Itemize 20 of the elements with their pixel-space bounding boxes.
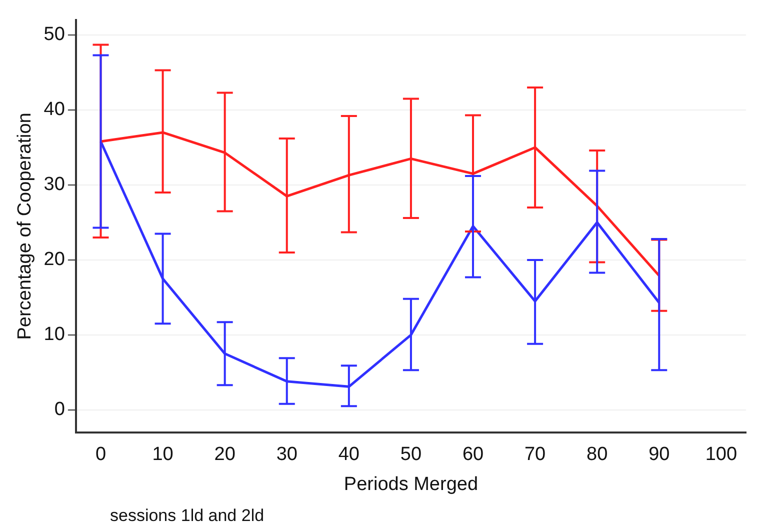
y-tick-label: 10 — [44, 324, 65, 346]
y-tick-label: 40 — [44, 99, 65, 120]
x-tick-label: 20 — [214, 444, 236, 466]
x-tick-label: 10 — [152, 444, 174, 466]
y-tick-label: 0 — [54, 399, 65, 420]
x-tick-label: 80 — [586, 444, 608, 466]
y-tick-label: 50 — [44, 24, 65, 46]
x-tick-label: 40 — [338, 444, 360, 466]
x-tick-label: 100 — [705, 444, 738, 466]
x-tick-label: 60 — [462, 444, 484, 466]
y-tick-label: 30 — [44, 174, 65, 196]
x-tick-label: 50 — [400, 444, 422, 466]
text: sessions 1ld and 2ld — [110, 506, 264, 526]
x-tick-label: 70 — [524, 444, 546, 466]
x-axis-title: Periods Merged — [344, 474, 478, 495]
x-tick-label: 30 — [276, 444, 298, 466]
x-tick-label: 0 — [95, 444, 106, 466]
y-axis-title: Percentage of Cooperation — [14, 112, 36, 340]
x-tick-label: 90 — [648, 444, 670, 466]
y-tick-label: 20 — [44, 249, 65, 270]
